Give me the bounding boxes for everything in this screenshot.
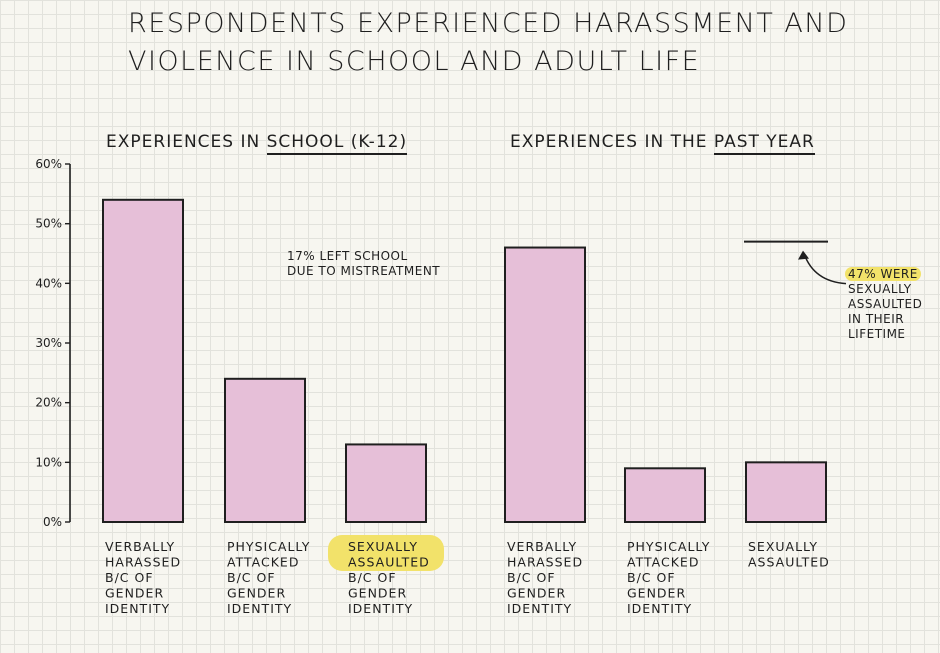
chart-title-line-2: VIOLENCE IN SCHOOL AND ADULT LIFE (128, 46, 701, 77)
annotation-arrowhead (798, 250, 809, 260)
chart-title-line-1: RESPONDENTS EXPERIENCED HARASSMENT AND (128, 8, 849, 39)
annotation-arrow-shaft (803, 253, 847, 285)
category-label: IDENTITY (627, 601, 692, 616)
category-label: GENDER (105, 586, 164, 601)
category-label: IDENTITY (507, 601, 572, 616)
category-label: PHYSICALLY (627, 539, 710, 554)
category-label: HARASSED (105, 555, 181, 570)
bar (102, 198, 184, 524)
category-label: IDENTITY (348, 601, 413, 616)
school-note-line-1: 17% LEFT SCHOOL (287, 249, 408, 263)
lifetime-annotation: 47% WERE SEXUALLY ASSAULTED IN THEIR LIF… (845, 267, 923, 342)
lifetime-note-line-2: ASSAULTED (848, 297, 923, 311)
category-label: GENDER (348, 586, 407, 601)
category-label: ASSAULTED (748, 555, 830, 570)
bar (345, 443, 427, 523)
category-label: VERBALLY (105, 539, 175, 554)
category-label: GENDER (227, 586, 286, 601)
bar (624, 467, 706, 523)
lifetime-note-line-4: LIFETIME (848, 327, 906, 341)
school-left-annotation: 17% LEFT SCHOOL DUE TO MISTREATMENT (287, 249, 440, 279)
pastyear-heading-prefix: EXPERIENCES IN THE (510, 132, 708, 152)
y-tick-label: 40% (35, 276, 62, 290)
category-label: B/C OF (627, 570, 676, 585)
school-heading-emphasis: SCHOOL (K-12) (266, 132, 408, 155)
category-label: SEXUALLY (348, 539, 418, 554)
category-label: B/C OF (227, 570, 276, 585)
category-label: ASSAULTED (348, 555, 430, 570)
lifetime-note-line-3: IN THEIR (848, 312, 905, 326)
bar (504, 246, 586, 524)
category-label: GENDER (627, 586, 686, 601)
y-tick-label: 30% (35, 336, 62, 350)
school-note-line-2: DUE TO MISTREATMENT (287, 264, 441, 278)
category-label: IDENTITY (227, 601, 292, 616)
school-section-heading: EXPERIENCES IN SCHOOL (K-12) (106, 132, 408, 155)
category-label: IDENTITY (105, 601, 170, 616)
category-label: SEXUALLY (748, 539, 818, 554)
category-label: B/C OF (507, 570, 556, 585)
category-label: B/C OF (105, 570, 154, 585)
pastyear-heading-emphasis: PAST YEAR (713, 132, 815, 155)
y-tick-label: 10% (35, 455, 62, 469)
category-label: ATTACKED (627, 555, 699, 570)
y-tick-label: 50% (35, 217, 62, 231)
lifetime-note-line-1: SEXUALLY (848, 282, 912, 296)
category-label: ATTACKED (227, 555, 299, 570)
category-label: VERBALLY (507, 539, 577, 554)
category-label: HARASSED (507, 555, 583, 570)
category-label: PHYSICALLY (227, 539, 310, 554)
school-heading-prefix: EXPERIENCES IN (106, 132, 261, 152)
y-tick-label: 60% (35, 157, 62, 171)
category-label: B/C OF (348, 570, 397, 585)
y-tick-label: 0% (43, 515, 62, 529)
label-highlight (328, 535, 444, 571)
category-label: GENDER (507, 586, 566, 601)
pastyear-section-heading: EXPERIENCES IN THE PAST YEAR (510, 132, 815, 155)
y-tick-label: 20% (35, 396, 62, 410)
lifetime-note-highlight: 47% WERE (845, 267, 921, 281)
bar (745, 461, 827, 524)
bar (224, 377, 306, 523)
